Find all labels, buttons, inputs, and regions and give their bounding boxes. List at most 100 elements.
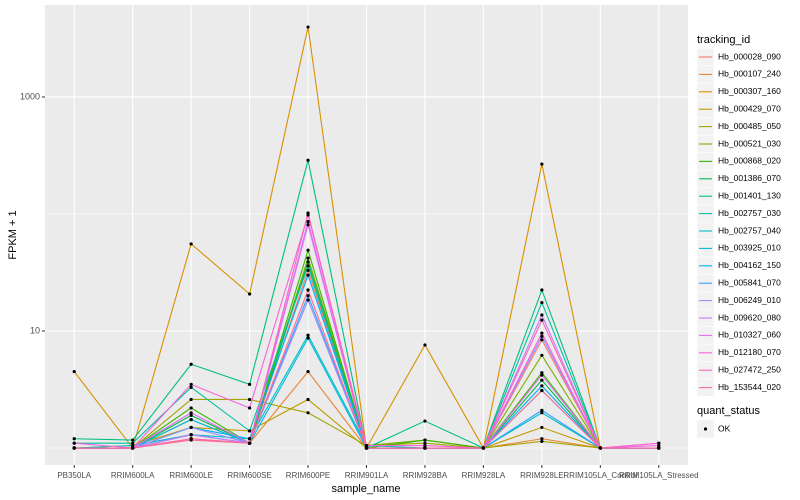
data-point [423, 438, 427, 442]
data-point [189, 382, 193, 386]
data-point [189, 417, 193, 422]
data-point [189, 242, 193, 246]
data-point [540, 437, 544, 441]
data-point [657, 446, 661, 450]
x-tick-label: RRIM105LA_Stressed [619, 471, 699, 480]
data-point [540, 388, 544, 393]
legend-label: Hb_001386_070 [718, 173, 781, 183]
x-tick-label: RRIM600PE [286, 471, 330, 480]
data-point [247, 397, 252, 402]
x-tick-label: RRIM600LE [169, 471, 213, 480]
data-point [306, 223, 310, 227]
data-point [189, 385, 193, 389]
data-point [247, 292, 252, 296]
data-point [247, 437, 252, 441]
data-point [657, 441, 661, 445]
legend-label: Hb_001401_130 [718, 190, 781, 200]
data-point [540, 331, 544, 335]
data-point [247, 441, 252, 445]
data-point [247, 429, 252, 433]
data-point [540, 371, 544, 375]
data-point [306, 260, 310, 264]
legend-label: Hb_006249_010 [718, 295, 781, 305]
x-tick-label: RRIM928LE [520, 471, 564, 480]
legend-label: Hb_009620_080 [718, 312, 781, 322]
legend-label: Hb_012180_070 [718, 347, 781, 357]
data-point [423, 441, 427, 445]
data-point [657, 443, 661, 448]
legend-label: Hb_002757_030 [718, 208, 781, 218]
legend-title: tracking_id [697, 34, 750, 46]
data-point [423, 446, 427, 450]
data-point [306, 25, 310, 29]
data-point [306, 288, 310, 292]
data-point [131, 438, 135, 442]
data-point [72, 369, 76, 374]
data-point [423, 419, 427, 423]
legend-title: quant_status [697, 405, 760, 417]
data-point [306, 158, 310, 162]
legend-label: Hb_000868_020 [718, 156, 781, 166]
legend-label: Hb_002757_040 [718, 225, 781, 235]
data-point [540, 353, 544, 357]
data-point [306, 369, 310, 374]
data-point [540, 334, 544, 338]
data-point [423, 343, 427, 347]
data-point [540, 425, 544, 430]
data-point [540, 373, 544, 377]
data-point [598, 446, 602, 450]
data-point [189, 413, 193, 418]
data-point [540, 378, 544, 382]
data-point [72, 441, 76, 445]
data-point [247, 406, 252, 410]
legend-point [703, 427, 708, 431]
legend-label: Hb_003925_010 [718, 243, 781, 253]
data-point [189, 425, 193, 430]
data-point [189, 362, 193, 366]
data-point [423, 443, 427, 448]
data-point [306, 336, 310, 340]
data-point [189, 411, 193, 415]
legend-label: OK [718, 423, 731, 433]
x-tick-label: RRIM600SE [227, 471, 271, 480]
data-point [540, 338, 544, 342]
data-point [72, 446, 76, 450]
legend-label: Hb_005841_070 [718, 277, 781, 287]
x-tick-label: RRIM105LA_Control [563, 471, 637, 480]
data-point [189, 397, 193, 402]
data-point [540, 408, 544, 412]
data-point [247, 382, 252, 386]
data-point [306, 298, 310, 302]
legend-label: Hb_000307_160 [718, 86, 781, 96]
legend-label: Hb_000028_090 [718, 51, 781, 61]
x-tick-label: PB350LA [57, 471, 91, 480]
x-tick-label: RRIM901LA [345, 471, 389, 480]
data-point [306, 248, 310, 252]
data-point [540, 384, 544, 388]
data-point [306, 411, 310, 415]
legend-label: Hb_000521_030 [718, 138, 781, 148]
legend-label: Hb_000429_070 [718, 103, 781, 113]
x-tick-label: RRIM600LA [111, 471, 155, 480]
data-point [540, 162, 544, 166]
data-point [306, 294, 310, 298]
y-axis-title: FPKM + 1 [7, 210, 19, 259]
data-point [131, 441, 135, 445]
legend-label: Hb_010327_060 [718, 330, 781, 340]
x-tick-label: RRIM928LA [462, 471, 506, 480]
data-point [540, 300, 544, 305]
data-point [306, 264, 310, 268]
legend-label: Hb_000107_240 [718, 69, 781, 79]
data-point [72, 437, 76, 441]
legend-label: Hb_153544_020 [718, 382, 781, 392]
data-point [306, 256, 310, 260]
data-point [481, 446, 486, 450]
data-point [306, 220, 310, 224]
data-point [540, 288, 544, 292]
data-point [131, 443, 135, 448]
data-point [364, 443, 369, 448]
y-tick-label: 1000 [20, 91, 40, 101]
data-point [189, 438, 193, 442]
x-axis-title: sample_name [331, 483, 400, 495]
